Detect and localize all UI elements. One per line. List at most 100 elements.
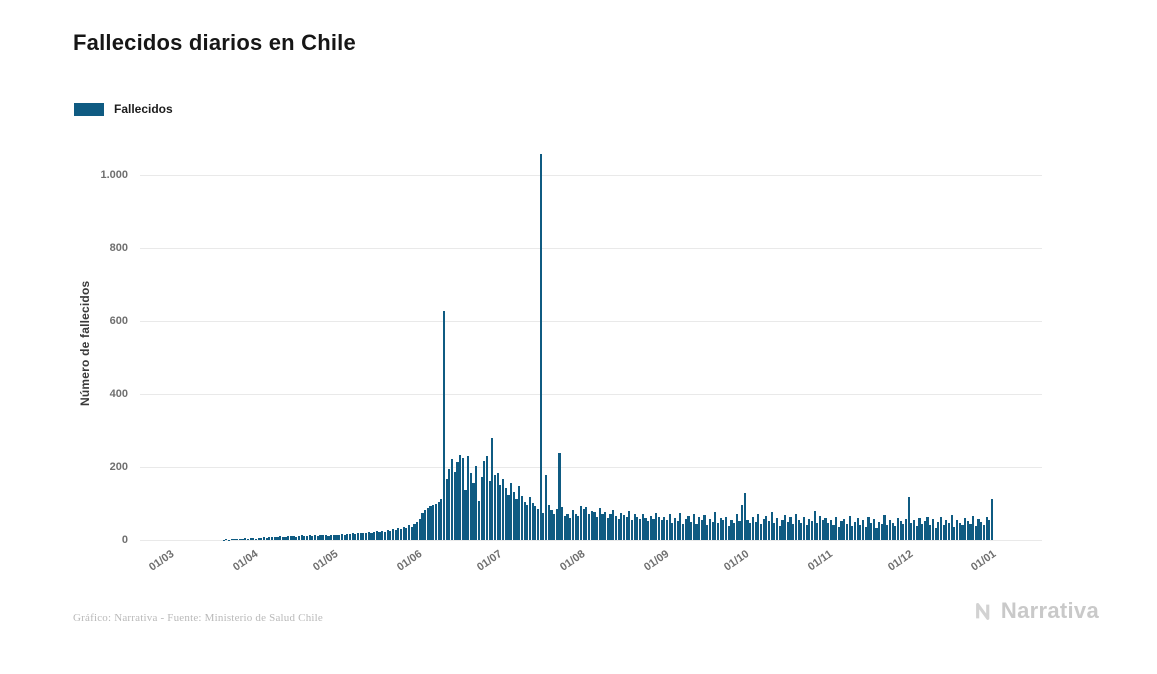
- bar: [733, 522, 736, 540]
- bar: [727, 526, 730, 540]
- bar: [888, 519, 891, 540]
- x-tick-label-text: 01/03: [147, 548, 177, 574]
- bar: [577, 515, 580, 540]
- bar: [614, 516, 617, 540]
- bar: [703, 515, 706, 540]
- gridline: [140, 175, 1042, 177]
- bar: [880, 523, 883, 540]
- bar: [389, 530, 392, 540]
- bar: [308, 534, 311, 540]
- bar: [598, 507, 601, 540]
- bar: [947, 523, 951, 540]
- bar: [692, 513, 695, 540]
- bar: [434, 504, 437, 540]
- bar: [929, 525, 932, 540]
- bar: [961, 525, 964, 540]
- bar: [313, 535, 317, 540]
- bar: [622, 515, 626, 540]
- bar: [673, 518, 677, 540]
- bar: [547, 504, 550, 540]
- bar: [743, 492, 746, 540]
- bar: [437, 502, 440, 540]
- bar: [896, 518, 900, 540]
- gridline: [140, 467, 1042, 469]
- bar: [348, 534, 352, 540]
- bar: [604, 511, 607, 540]
- bar: [735, 514, 738, 540]
- x-tick-label-text: 01/07: [475, 548, 505, 574]
- bar: [776, 518, 779, 540]
- bar: [493, 475, 497, 540]
- bar: [644, 518, 647, 540]
- bar: [832, 525, 835, 540]
- bar: [665, 519, 669, 540]
- bar: [244, 538, 247, 540]
- bar: [295, 536, 298, 540]
- bar: [781, 520, 784, 540]
- bar: [671, 522, 674, 540]
- bar: [708, 518, 711, 540]
- gridline: [140, 394, 1042, 396]
- bar: [327, 535, 330, 540]
- bar: [821, 520, 824, 540]
- bar: [432, 504, 435, 540]
- bar: [982, 524, 985, 540]
- bar: [956, 519, 959, 540]
- bar: [612, 509, 615, 540]
- bar: [907, 496, 910, 540]
- bar: [835, 517, 838, 540]
- bar: [354, 533, 357, 540]
- bar: [590, 510, 593, 540]
- bar: [958, 522, 961, 540]
- bar: [918, 518, 921, 540]
- bar: [504, 488, 507, 540]
- bar: [265, 537, 268, 540]
- chart-title: Fallecidos diarios en Chile: [73, 30, 356, 55]
- bar: [617, 518, 620, 540]
- bar: [225, 539, 228, 540]
- bar: [682, 523, 685, 540]
- bar: [784, 515, 787, 540]
- bar: [416, 522, 419, 540]
- bar: [706, 525, 709, 540]
- bar: [647, 521, 650, 540]
- bar: [402, 526, 405, 540]
- bar: [475, 466, 478, 540]
- bar: [773, 523, 776, 540]
- bar: [757, 514, 760, 540]
- bar: [413, 523, 416, 540]
- bar: [241, 538, 244, 540]
- bar: [759, 523, 763, 540]
- bar: [528, 497, 532, 540]
- bar: [802, 516, 806, 540]
- bar: [311, 536, 314, 540]
- bar: [252, 538, 255, 540]
- bar: [582, 509, 585, 540]
- bar: [875, 527, 878, 540]
- bar: [488, 480, 491, 540]
- bar: [714, 512, 717, 540]
- bar: [902, 523, 905, 540]
- bar: [985, 517, 988, 540]
- bar: [287, 536, 290, 540]
- bar: [872, 518, 875, 540]
- bar: [762, 518, 765, 540]
- bar: [837, 527, 840, 540]
- bar: [456, 461, 459, 540]
- bar: [330, 534, 333, 540]
- bar: [700, 519, 703, 540]
- gridline: [140, 540, 1042, 541]
- bar: [496, 473, 499, 540]
- bar: [257, 537, 260, 540]
- bar: [808, 518, 811, 540]
- bar: [964, 518, 967, 540]
- bar: [365, 533, 368, 540]
- bar: [816, 523, 819, 540]
- bar: [609, 514, 612, 540]
- bar: [491, 438, 494, 540]
- bar: [870, 523, 873, 540]
- bar: [939, 517, 943, 540]
- legend-swatch-fallecidos: [74, 102, 104, 116]
- bar: [426, 508, 429, 540]
- bar: [429, 506, 432, 540]
